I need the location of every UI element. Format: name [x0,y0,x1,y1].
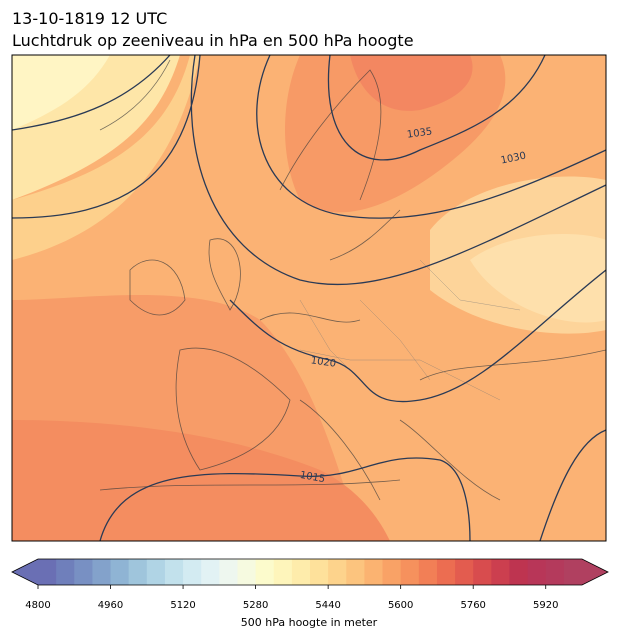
colorbar-tick-label: 5440 [315,600,340,611]
colorbar-cell [164,559,184,585]
colorbar-cell [527,559,547,585]
map [12,55,606,541]
colorbar-cell [201,559,220,585]
contour-label: 1030 [500,151,527,167]
colorbar-cell [128,559,148,585]
colorbar-cell [310,559,329,585]
colorbar-cell [364,559,384,585]
colorbar-cell [509,559,529,585]
colorbar-cell [400,559,420,585]
colorbar-cell [436,559,456,585]
title: 13-10-1819 12 UTC [12,9,167,28]
subtitle: Luchtdruk op zeeniveau in hPa en 500 hPa… [12,31,414,50]
colorbar-cell [110,559,130,585]
map-frame [11,54,607,542]
colorbar-tick-label: 5600 [388,600,413,611]
contour-label: 1015 [299,470,326,485]
colorbar-cell [38,559,57,585]
contour-label: 1020 [310,355,337,369]
colorbar-cell [74,559,93,585]
colorbar-cell [491,559,510,585]
colorbar-cell [473,559,492,585]
colorbar: 4800 4960 5120 5280 5440 5600 5760 5920 [11,558,609,611]
colorbar-cell [219,559,238,585]
colorbar-tick-label: 4960 [98,600,123,611]
colorbar-cell [237,559,257,585]
colorbar-extend [582,559,608,585]
colorbar-cell [146,559,166,585]
colorbar-extend [12,559,38,585]
colorbar-cell [255,559,275,585]
colorbar-cell [418,559,438,585]
colorbar-cell [346,559,365,585]
colorbar-label: 500 hPa hoogte in meter [241,616,378,629]
colorbar-cell [382,559,402,585]
colorbar-cell [563,559,583,585]
colorbar-tick-label: 5280 [243,600,268,611]
colorbar-cell [92,559,112,585]
colorbar-cell [273,559,293,585]
colorbar-cell [56,559,75,585]
colorbar-cell [545,559,565,585]
colorbar-cell [183,559,202,585]
contour-label: 1035 [406,126,433,140]
colorbar-tick-label: 4800 [25,600,50,611]
colorbar-tick-label: 5120 [170,600,195,611]
colorbar-cell [328,559,347,585]
colorbar-tick-label: 5760 [460,600,485,611]
colorbar-tick-label: 5920 [533,600,558,611]
colorbar-cell [455,559,474,585]
colorbar-cell [291,559,311,585]
